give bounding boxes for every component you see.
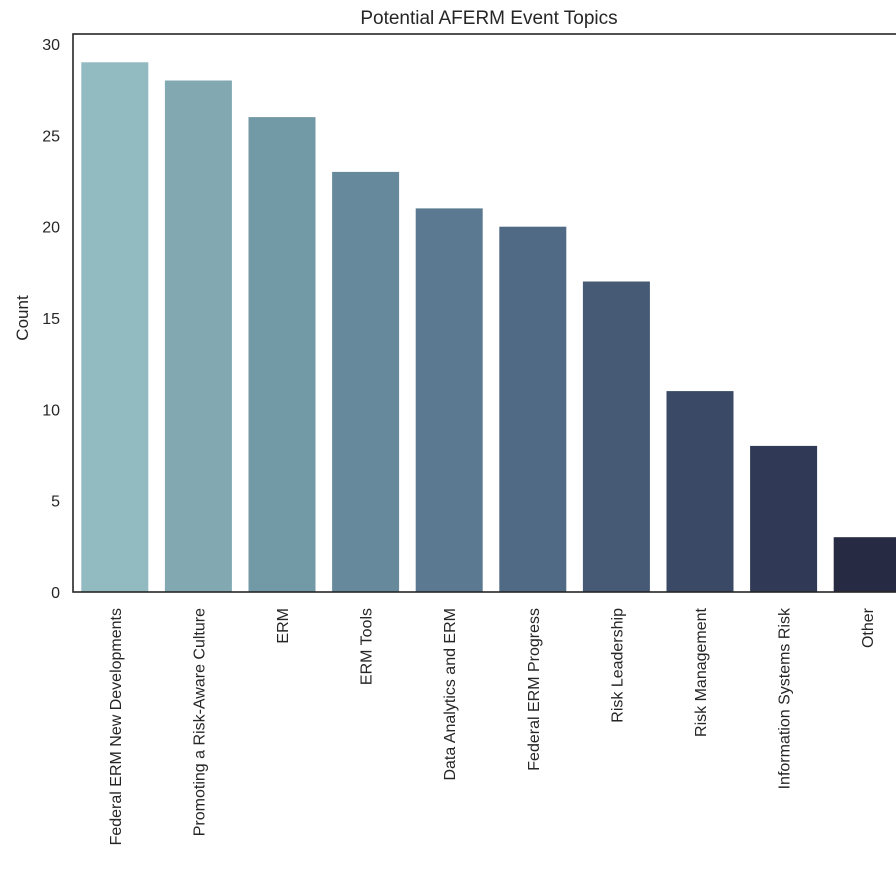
y-tick-label: 0: [51, 585, 60, 602]
x-tick-label: Data Analytics and ERM: [442, 608, 459, 781]
x-tick-label: ERM Tools: [359, 608, 376, 685]
bar-8: [666, 391, 734, 592]
bar-7: [582, 281, 650, 592]
x-tick-label: Risk Management: [693, 607, 710, 737]
y-tick-label: 25: [42, 128, 60, 145]
y-tick-label: 10: [42, 402, 60, 419]
y-tick-label: 15: [42, 311, 60, 328]
y-tick-label: 30: [42, 37, 60, 54]
x-tick-label: Other: [860, 607, 877, 648]
bar-3: [248, 117, 316, 592]
y-tick-label: 5: [51, 494, 60, 511]
bar-9: [750, 445, 818, 592]
bar-1: [81, 62, 149, 593]
bar-2: [164, 80, 232, 592]
bar-6: [499, 226, 567, 592]
x-tick-label: Federal ERM Progress: [526, 608, 543, 771]
y-axis-ticks: 0 5 10 15 20 25 30: [42, 37, 60, 602]
bar-10: [833, 537, 896, 592]
x-tick-label: Risk Leadership: [609, 608, 626, 723]
x-tick-label: Federal ERM New Developments: [108, 608, 125, 845]
y-tick-label: 20: [42, 220, 60, 237]
bars-group: [81, 62, 896, 593]
x-tick-label: Promoting a Risk-Aware Culture: [191, 608, 208, 836]
bar-5: [415, 208, 483, 592]
x-axis-ticks: Federal ERM New Developments Promoting a …: [108, 607, 877, 845]
x-tick-label: ERM: [275, 608, 292, 644]
plot-frame: [72, 33, 896, 593]
chart-title: Potential AFERM Event Topics: [360, 8, 617, 29]
y-axis-label: Count: [13, 295, 32, 341]
bar-4: [332, 171, 400, 592]
x-tick-label: Information Systems Risk: [777, 607, 794, 789]
